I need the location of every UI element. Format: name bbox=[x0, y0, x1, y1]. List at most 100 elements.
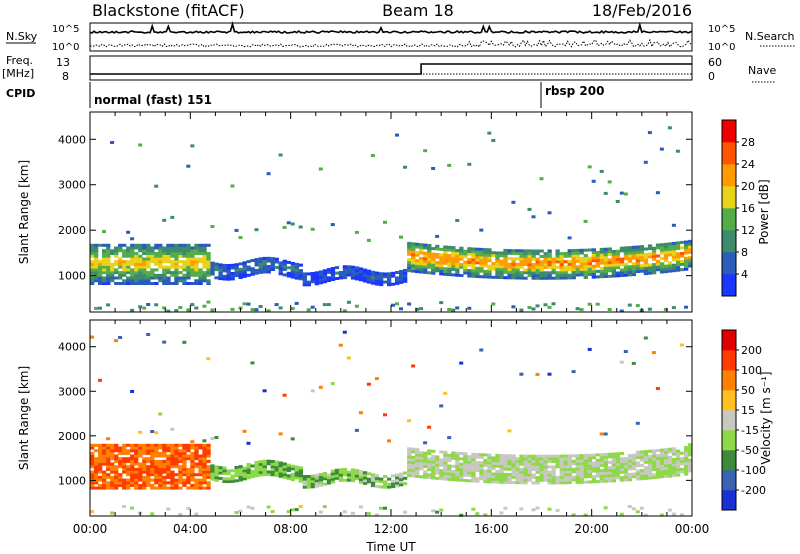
range-cell bbox=[130, 467, 135, 471]
range-cell bbox=[611, 468, 616, 472]
range-cell bbox=[684, 448, 689, 452]
range-cell bbox=[631, 361, 636, 365]
range-cell bbox=[238, 276, 243, 279]
range-cell bbox=[675, 473, 681, 477]
range-cell bbox=[379, 480, 384, 484]
range-cell bbox=[182, 481, 187, 485]
range-cell bbox=[667, 242, 673, 246]
range-cell bbox=[443, 464, 448, 468]
range-cell bbox=[527, 478, 532, 482]
range-cell bbox=[555, 462, 560, 466]
range-cell bbox=[475, 477, 480, 481]
range-cell bbox=[671, 269, 677, 273]
range-cell bbox=[411, 474, 416, 478]
range-cell bbox=[551, 265, 556, 269]
range-cell bbox=[306, 283, 311, 287]
range-cell bbox=[479, 256, 484, 260]
range-cell bbox=[302, 485, 307, 489]
range-cell bbox=[411, 469, 416, 473]
colorbar-segment bbox=[722, 470, 736, 491]
range-cell bbox=[575, 478, 580, 482]
range-cell bbox=[142, 268, 147, 272]
range-cell bbox=[455, 470, 460, 474]
range-cell bbox=[399, 478, 404, 481]
range-cell bbox=[503, 262, 508, 266]
range-cell bbox=[395, 479, 400, 482]
range-cell bbox=[134, 481, 139, 485]
range-cell bbox=[379, 280, 384, 284]
range-cell bbox=[110, 449, 115, 453]
range-cell bbox=[146, 483, 151, 487]
range-cell bbox=[651, 452, 657, 456]
range-cell bbox=[499, 480, 504, 484]
range-cell bbox=[162, 249, 167, 253]
range-cell bbox=[383, 480, 388, 484]
range-cell bbox=[519, 507, 524, 511]
range-cell bbox=[302, 483, 307, 486]
range-cell bbox=[198, 268, 203, 272]
range-cell bbox=[571, 268, 576, 272]
range-cell bbox=[427, 460, 432, 464]
range-cell bbox=[106, 265, 111, 269]
colorbar-segment bbox=[722, 450, 736, 471]
range-cell bbox=[643, 460, 649, 464]
range-cell bbox=[531, 254, 536, 258]
range-cell bbox=[266, 256, 271, 260]
range-cell bbox=[547, 454, 552, 458]
range-cell bbox=[142, 243, 147, 247]
range-cell bbox=[415, 307, 420, 311]
range-cell bbox=[322, 274, 328, 278]
range-cell bbox=[684, 243, 689, 247]
range-cell bbox=[607, 274, 612, 278]
range-cell bbox=[443, 245, 448, 249]
range-cell bbox=[122, 459, 127, 463]
range-cell bbox=[150, 443, 155, 447]
range-cell bbox=[190, 273, 195, 277]
range-cell bbox=[186, 478, 191, 482]
range-cell bbox=[471, 460, 476, 464]
range-cell bbox=[479, 264, 484, 268]
range-cell bbox=[487, 461, 492, 465]
range-cell bbox=[110, 271, 115, 275]
range-cell bbox=[290, 478, 295, 482]
range-cell bbox=[190, 473, 195, 477]
range-cell bbox=[202, 260, 207, 264]
range-cell bbox=[98, 470, 103, 474]
range-cell bbox=[102, 483, 107, 487]
range-cell bbox=[455, 306, 460, 310]
range-cell bbox=[555, 257, 560, 261]
range-cell bbox=[118, 249, 123, 253]
range-cell bbox=[98, 454, 103, 458]
range-cell bbox=[511, 457, 516, 461]
range-cell bbox=[158, 446, 163, 450]
range-cell bbox=[579, 273, 584, 277]
range-cell bbox=[647, 307, 652, 311]
range-cell bbox=[298, 263, 303, 267]
range-cell bbox=[643, 450, 649, 454]
range-cell bbox=[262, 389, 267, 393]
range-cell bbox=[559, 254, 564, 258]
range-cell bbox=[447, 163, 452, 167]
range-cell bbox=[202, 459, 207, 463]
range-cell bbox=[170, 481, 175, 485]
range-cell bbox=[655, 459, 661, 463]
range-cell bbox=[294, 465, 299, 469]
range-cell bbox=[138, 276, 143, 280]
range-cell bbox=[399, 472, 404, 476]
range-cell bbox=[158, 459, 163, 463]
range-cell bbox=[507, 249, 512, 253]
range-cell bbox=[651, 468, 657, 472]
range-cell bbox=[503, 462, 508, 466]
range-cell bbox=[130, 252, 135, 255]
range-cell bbox=[346, 473, 352, 477]
range-cell bbox=[395, 279, 400, 283]
range-cell bbox=[254, 474, 259, 478]
range-cell bbox=[282, 467, 287, 471]
range-cell bbox=[182, 449, 187, 453]
range-cell bbox=[527, 470, 532, 474]
range-cell bbox=[463, 452, 468, 456]
range-cell bbox=[194, 446, 199, 450]
range-cell bbox=[579, 472, 584, 476]
range-cell bbox=[238, 236, 243, 240]
